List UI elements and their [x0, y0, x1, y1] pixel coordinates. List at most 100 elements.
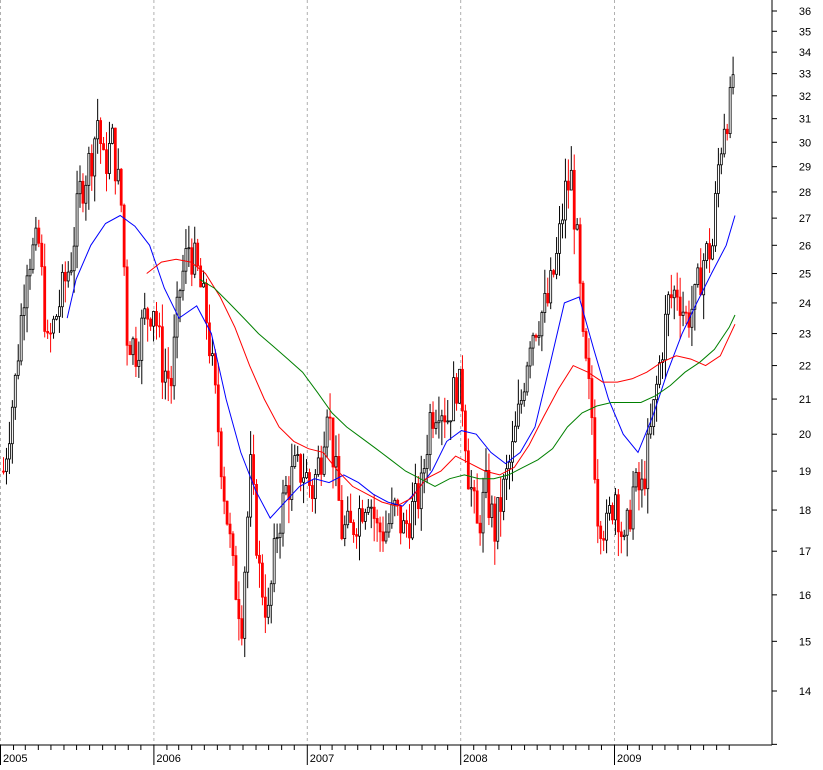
candle-body-up [631, 486, 635, 530]
candle-body-down [119, 168, 123, 206]
candle [263, 574, 267, 634]
candle-body-down [678, 296, 682, 316]
candle-body-up [711, 245, 714, 260]
candle [534, 333, 538, 342]
candle [537, 321, 541, 346]
candle [575, 218, 579, 231]
candle-body-up [690, 308, 694, 328]
candle-body-down [596, 479, 600, 527]
candle [584, 328, 588, 362]
candle-body-up [246, 516, 250, 573]
candle-body-up [366, 506, 370, 513]
candle [405, 509, 408, 538]
candle [202, 270, 205, 288]
candle-body-up [564, 180, 567, 221]
candle-body-up [681, 311, 685, 316]
candle [446, 400, 450, 425]
candle [208, 304, 211, 364]
candle [258, 540, 261, 588]
candle [513, 411, 517, 443]
candle-body-up [249, 454, 253, 518]
candle-body-up [522, 391, 526, 401]
candle [96, 98, 100, 154]
candle-body-down [255, 484, 258, 556]
candle [431, 401, 435, 439]
candle-body-down [81, 180, 85, 204]
candle [22, 284, 26, 341]
candle-body-down [416, 483, 420, 510]
candle-body-up [511, 441, 514, 463]
candle-body-up [108, 143, 111, 174]
candle [722, 113, 726, 158]
candle [522, 382, 526, 407]
candle [546, 277, 550, 307]
candle-body-down [381, 531, 385, 542]
candle [569, 146, 573, 191]
candle [716, 147, 720, 208]
candle-body-down [2, 470, 5, 473]
candle [305, 459, 308, 480]
candle-body-down [196, 242, 200, 267]
candle [681, 291, 685, 327]
candle-body-down [340, 499, 344, 540]
candle-body-up [728, 87, 732, 135]
candle-body-up [334, 456, 338, 468]
candle [658, 355, 661, 389]
candle-body-up [5, 458, 8, 472]
candle [87, 146, 91, 210]
y-tick-label-22: 22 [799, 361, 811, 373]
candle-body-down [616, 494, 620, 533]
candle-body-down [234, 555, 238, 600]
candle [60, 264, 64, 318]
candle-body-down [263, 596, 267, 618]
candle-body-up [458, 368, 461, 404]
candle [43, 243, 47, 338]
candle-body-up [55, 316, 58, 320]
candle [266, 587, 270, 625]
candle-body-up [66, 271, 70, 282]
candle [19, 303, 23, 366]
candle-body-down [258, 554, 261, 564]
candle [664, 295, 667, 379]
candle [616, 489, 620, 557]
candle-body-up [152, 311, 155, 327]
candle [714, 181, 717, 252]
candle-body-up [505, 468, 508, 480]
candle-body-down [113, 127, 117, 182]
candle-body-up [58, 306, 61, 317]
candle [602, 530, 606, 552]
x-tick-label-2005: 2005 [3, 753, 27, 765]
candle [540, 310, 544, 352]
candle [614, 487, 617, 535]
candle-body-up [275, 537, 279, 540]
candle-body-down [372, 506, 376, 519]
candle [225, 500, 229, 526]
candle [408, 504, 411, 549]
candle [731, 56, 735, 95]
candle-body-up [202, 282, 205, 288]
candle-body-up [305, 472, 308, 479]
candle [90, 144, 94, 191]
candle-body-up [731, 74, 735, 88]
candle [358, 495, 361, 561]
candle-body-up [22, 307, 26, 316]
candle-body-down [361, 508, 364, 522]
candle [131, 336, 135, 365]
y-tick-label-30: 30 [799, 137, 811, 149]
candle-body-up [60, 271, 64, 308]
y-tick-label-23: 23 [799, 329, 811, 341]
candle [58, 289, 61, 333]
candle [187, 225, 191, 267]
candle [702, 253, 706, 320]
candle [328, 393, 332, 441]
candle-body-down [222, 476, 226, 502]
candle-body-down [699, 267, 703, 296]
candle-body-up [110, 127, 114, 144]
candle-body-down [231, 533, 235, 557]
candle-body-up [549, 270, 553, 304]
candle-body-down [684, 311, 688, 314]
candle-body-up [363, 511, 367, 522]
candle [149, 317, 153, 331]
candle-body-down [43, 266, 47, 332]
